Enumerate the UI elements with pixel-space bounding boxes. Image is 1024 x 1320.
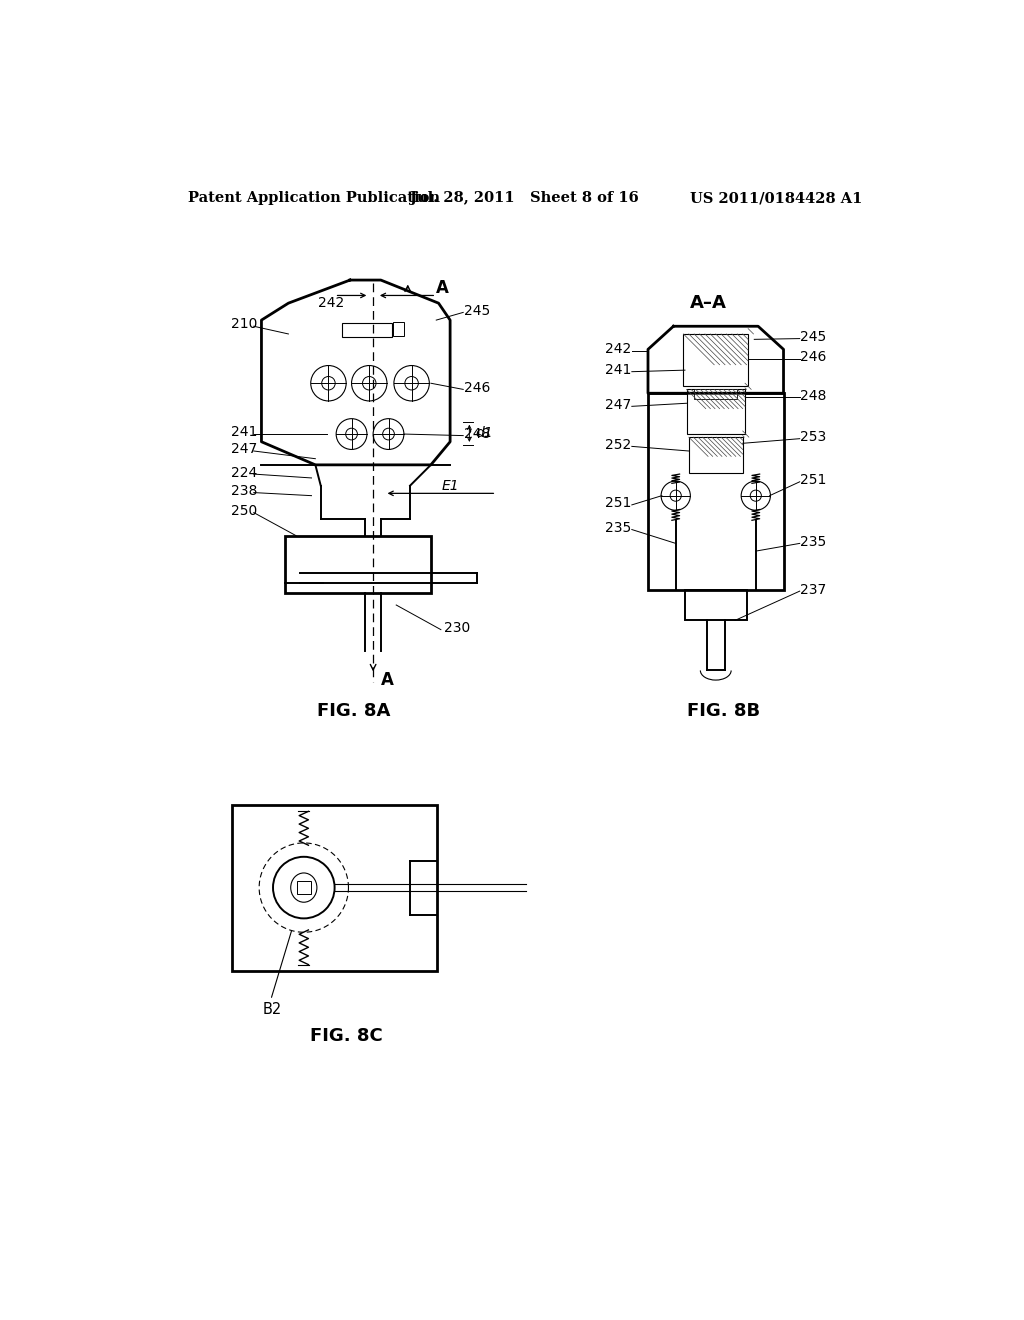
Text: Patent Application Publication: Patent Application Publication bbox=[188, 191, 440, 206]
Text: 246: 246 bbox=[464, 381, 490, 395]
Text: 251: 251 bbox=[605, 496, 631, 511]
Text: A–A: A–A bbox=[689, 294, 726, 312]
Text: 246: 246 bbox=[801, 350, 826, 364]
Text: 248: 248 bbox=[801, 388, 826, 403]
Bar bbox=[393, 322, 403, 335]
Bar bbox=[683, 334, 749, 385]
Text: 241: 241 bbox=[605, 363, 631, 378]
Text: 245: 245 bbox=[464, 304, 490, 318]
Text: E1: E1 bbox=[441, 479, 459, 494]
Text: 250: 250 bbox=[230, 504, 257, 517]
Text: FIG. 8B: FIG. 8B bbox=[687, 702, 760, 721]
Text: 247: 247 bbox=[605, 397, 631, 412]
Text: 235: 235 bbox=[605, 521, 631, 535]
Text: 235: 235 bbox=[801, 535, 826, 549]
Text: 245: 245 bbox=[801, 330, 826, 345]
Text: B2: B2 bbox=[263, 1002, 283, 1016]
Text: 238: 238 bbox=[230, 484, 257, 498]
Text: 242: 242 bbox=[317, 296, 344, 310]
Text: A: A bbox=[381, 672, 393, 689]
Bar bbox=[689, 437, 742, 473]
Bar bbox=[285, 536, 431, 594]
Text: 242: 242 bbox=[605, 342, 631, 356]
Text: 210: 210 bbox=[230, 317, 257, 331]
Text: Jul. 28, 2011   Sheet 8 of 16: Jul. 28, 2011 Sheet 8 of 16 bbox=[411, 191, 639, 206]
Text: US 2011/0184428 A1: US 2011/0184428 A1 bbox=[690, 191, 862, 206]
Text: 248: 248 bbox=[464, 428, 490, 441]
Text: 241: 241 bbox=[230, 425, 257, 438]
Bar bbox=[648, 393, 783, 590]
Text: FIG. 8A: FIG. 8A bbox=[317, 702, 390, 721]
Text: 230: 230 bbox=[444, 622, 470, 635]
Text: 247: 247 bbox=[230, 442, 257, 457]
Text: 224: 224 bbox=[230, 466, 257, 479]
Bar bbox=[342, 323, 392, 337]
Ellipse shape bbox=[291, 873, 316, 903]
Text: FIG. 8C: FIG. 8C bbox=[310, 1027, 383, 1045]
Bar bbox=[686, 389, 745, 434]
Text: 237: 237 bbox=[801, 582, 826, 597]
Text: 252: 252 bbox=[605, 438, 631, 451]
Text: 253: 253 bbox=[801, 430, 826, 444]
Bar bbox=[297, 882, 310, 894]
Text: A: A bbox=[436, 279, 449, 297]
Bar bbox=[685, 590, 746, 620]
Text: 251: 251 bbox=[801, 474, 826, 487]
Text: d1: d1 bbox=[475, 426, 494, 441]
Circle shape bbox=[273, 857, 335, 919]
Bar bbox=[694, 389, 737, 399]
Bar bbox=[232, 805, 437, 970]
